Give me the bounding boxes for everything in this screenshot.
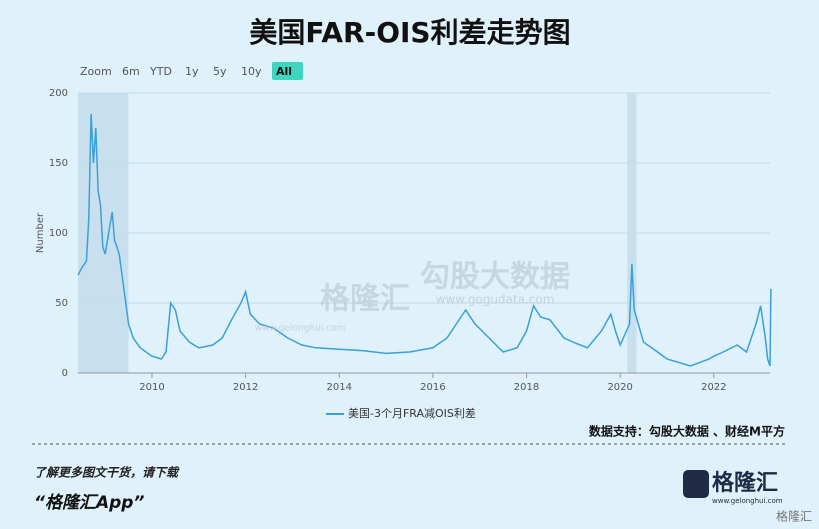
x-tick-label: 2012 xyxy=(233,382,258,393)
y-tick-label: 100 xyxy=(49,228,68,239)
plot: Zoom 6m YTD 1y 5y 10y All 0 50 100 150 200 2010 2012 2… xyxy=(35,62,772,393)
x-tick-label: 2010 xyxy=(139,382,164,393)
watermark: 格隆汇 xyxy=(320,282,410,317)
range-button[interactable]: All xyxy=(276,65,292,78)
range-button[interactable]: 6m xyxy=(122,65,140,78)
logo-icon xyxy=(683,470,709,498)
series-line xyxy=(77,113,772,367)
range-button[interactable]: 10y xyxy=(241,65,262,78)
watermark-url: www.gelonghui.com xyxy=(255,324,346,334)
range-button[interactable]: 5y xyxy=(213,65,227,78)
legend-label: 美国-3个月FRA减OIS利差 xyxy=(348,406,476,420)
x-tick-label: 2016 xyxy=(420,382,445,393)
range-button[interactable]: 1y xyxy=(185,65,199,78)
logo-url: www.gelonghui.com xyxy=(712,497,783,505)
range-button[interactable]: Zoom xyxy=(80,65,112,78)
y-tick-label: 150 xyxy=(49,158,68,169)
chart-title: 美国FAR-OIS利差走势图 xyxy=(249,16,570,49)
range-button-bg xyxy=(272,62,303,80)
footer-app: “格隆汇App” xyxy=(34,493,144,513)
y-tick-label: 0 xyxy=(62,368,68,379)
y-tick-label: 50 xyxy=(55,298,68,309)
x-tick-label: 2022 xyxy=(701,382,726,393)
y-axis-label: Number xyxy=(35,212,46,253)
x-tick-label: 2018 xyxy=(514,382,539,393)
watermark-url: www.gogudata.com xyxy=(436,293,555,307)
source: 数据支持：勾股大数据 、财经M平方 xyxy=(589,424,785,439)
footer-prompt: 了解更多图文干货，请下载 xyxy=(34,466,180,480)
x-tick-label: 2020 xyxy=(607,382,632,393)
x-tick-label: 2014 xyxy=(327,382,352,393)
watermark: 勾股大数据 xyxy=(420,260,570,295)
y-tick-label: 200 xyxy=(49,88,68,99)
range-button[interactable]: YTD xyxy=(149,65,172,78)
corner-mark: 格隆汇 xyxy=(776,509,812,524)
logo: 格隆汇 xyxy=(712,470,778,496)
